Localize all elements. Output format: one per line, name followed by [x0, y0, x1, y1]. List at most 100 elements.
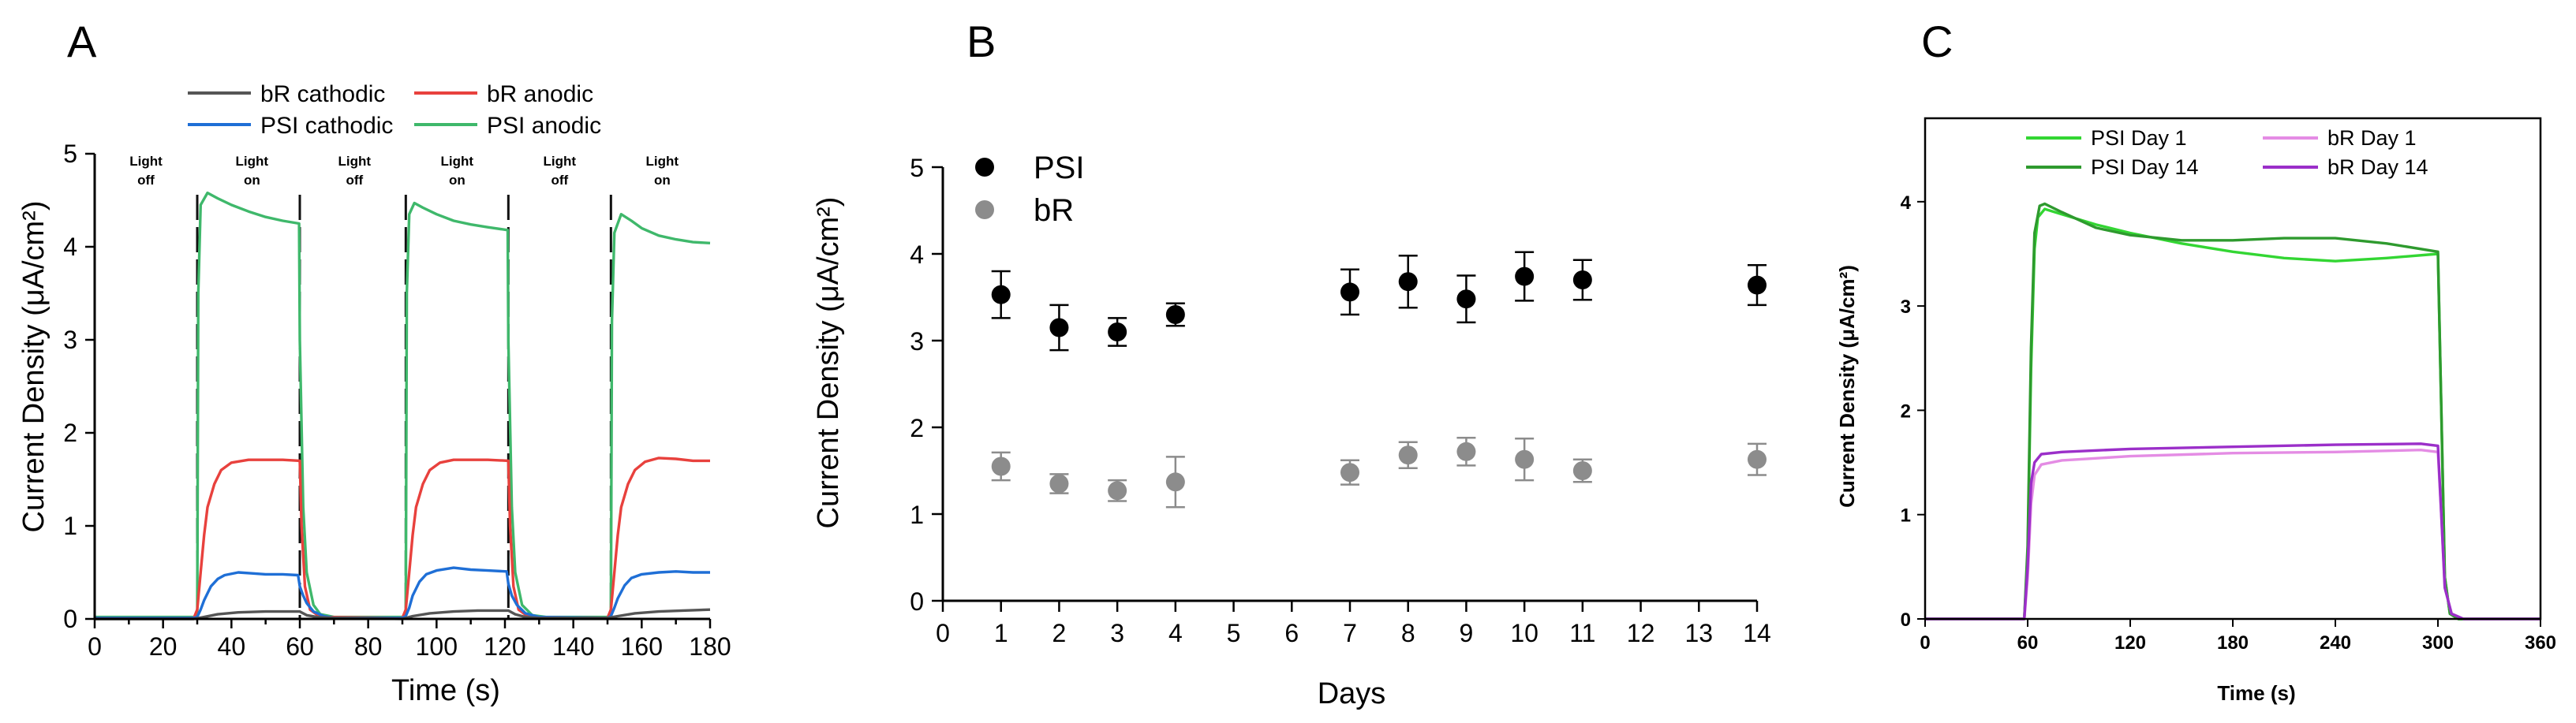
y-tick-label-4: 4 [1901, 192, 1912, 214]
series-psi-day-1 [1925, 207, 2540, 621]
x-tick-label-9: 9 [1460, 619, 1474, 647]
point-br-7 [1515, 449, 1535, 469]
series-psi-day-14 [1925, 202, 2540, 621]
x-tick-label-10: 10 [1510, 619, 1538, 647]
light-label-3: Light on [441, 154, 474, 188]
y-tick-label-4: 4 [910, 240, 924, 269]
y-tick-label-2: 2 [1901, 401, 1911, 422]
x-tick-label-40: 40 [218, 632, 246, 661]
panel-a-y-title: Current Density (μA/cm²) [17, 201, 50, 533]
point-br-1 [1049, 474, 1069, 494]
x-tick-label-120: 120 [484, 632, 525, 661]
y-tick-label-1: 1 [1901, 505, 1911, 527]
panel-b-marks [991, 251, 1767, 509]
panel-a-legend: bR cathodic bR anodic PSI cathodic PSI a… [188, 81, 601, 139]
point-br-3 [1165, 472, 1185, 492]
y-tick-label-1: 1 [910, 501, 924, 529]
legend-label-psi-day-14: PSI Day 14 [2091, 155, 2199, 179]
x-tick-label-5: 5 [1227, 619, 1241, 647]
panel-a-marks: Light off Light on Light off Light on Light off Li… [95, 154, 711, 621]
panel-a-axes: 0 20 40 60 80 100 120 140 160 180 0 1 2 3 4 5 [63, 140, 731, 661]
point-br-4 [1340, 463, 1359, 483]
panel-c-letter: C [1921, 17, 1953, 66]
x-tick-label-14: 14 [1743, 619, 1771, 647]
x-tick-label-180: 180 [689, 632, 731, 661]
x-tick-label-6: 6 [1284, 619, 1299, 647]
legend-marker-br [975, 200, 994, 219]
panel-a-letter: A [67, 17, 97, 66]
panel-c-y-title: Current Density (μA/cm²) [1835, 265, 1859, 508]
panel-b-x-title: Days [1318, 677, 1386, 710]
panel-b-y-title: Current Density (μA/cm²) [812, 197, 845, 529]
x-tick-label-120: 120 [2114, 632, 2146, 654]
panel-c-frame [1924, 117, 2542, 621]
series-br-cathodic [95, 608, 711, 621]
point-psi-2 [1108, 322, 1127, 341]
series-psi-anodic [95, 191, 711, 619]
panel-c-x-title: Time (s) [2217, 681, 2295, 705]
x-tick-label-100: 100 [416, 632, 458, 661]
x-tick-label-11: 11 [1569, 619, 1595, 647]
x-tick-label-0: 0 [1920, 632, 1930, 654]
x-tick-label-1: 1 [994, 619, 1008, 647]
y-tick-label-0: 0 [63, 605, 77, 633]
y-tick-label-0: 0 [910, 587, 924, 616]
point-psi-1 [1049, 318, 1069, 337]
x-tick-label-60: 60 [286, 632, 314, 661]
y-tick-label-5: 5 [63, 140, 77, 168]
point-psi-5 [1398, 272, 1418, 292]
panel-c-marks [1925, 202, 2540, 621]
series-br-anodic [95, 457, 710, 620]
y-tick-label-5: 5 [910, 154, 924, 182]
panel-c-legend: PSI Day 1 PSI Day 14 bR Day 1 bR Day 14 [2026, 126, 2428, 179]
light-label-2: Light off [338, 154, 372, 188]
point-br-2 [1108, 481, 1127, 501]
x-tick-label-180: 180 [2217, 632, 2249, 654]
legend-label-br-anodic: bR anodic [487, 81, 593, 107]
y-tick-label-3: 3 [1901, 296, 1911, 318]
point-psi-8 [1572, 270, 1592, 289]
x-tick-label-4: 4 [1168, 619, 1183, 647]
legend-marker-psi [975, 158, 994, 177]
panel-c-axes: 0 60 120 180 240 300 360 0 1 2 3 4 [1901, 117, 2556, 654]
y-tick-label-2: 2 [63, 419, 77, 447]
light-label-0: Light off [129, 154, 163, 188]
x-tick-label-360: 360 [2525, 632, 2556, 654]
x-tick-label-60: 60 [2017, 632, 2039, 654]
point-psi-3 [1165, 305, 1185, 324]
x-tick-label-0: 0 [936, 619, 950, 647]
x-tick-label-20: 20 [149, 632, 178, 661]
point-br-6 [1456, 442, 1476, 461]
legend-label-br-day-1: bR Day 1 [2327, 126, 2417, 150]
legend-label-br-day-14: bR Day 14 [2327, 155, 2428, 179]
legend-label-psi-cathodic: PSI cathodic [260, 113, 393, 139]
series-psi-cathodic [95, 566, 710, 620]
x-tick-label-12: 12 [1627, 619, 1655, 647]
panel-b-legend: PSI bR [975, 151, 1084, 228]
y-tick-label-0: 0 [1901, 609, 1911, 631]
x-tick-label-3: 3 [1110, 619, 1124, 647]
point-psi-6 [1456, 289, 1476, 309]
point-psi-0 [991, 285, 1011, 304]
legend-label-psi-day-1: PSI Day 1 [2091, 126, 2187, 150]
panel-c: C 0 60 120 180 240 300 360 0 1 2 3 4 PSI Day 1 PSI … [1835, 17, 2556, 705]
x-tick-label-160: 160 [621, 632, 663, 661]
light-label-5: Light on [646, 154, 679, 188]
series-br-day-14 [1925, 442, 2540, 621]
panel-b-letter: B [966, 17, 996, 66]
x-tick-label-300: 300 [2422, 632, 2454, 654]
x-tick-label-0: 0 [88, 632, 102, 661]
legend-label-psi: PSI [1034, 151, 1084, 185]
x-tick-label-240: 240 [2320, 632, 2351, 654]
point-psi-7 [1515, 266, 1535, 286]
point-br-8 [1572, 461, 1592, 480]
y-tick-label-4: 4 [63, 233, 77, 261]
legend-label-br-cathodic: bR cathodic [260, 81, 385, 107]
x-tick-label-140: 140 [552, 632, 594, 661]
legend-label-br: bR [1034, 193, 1074, 228]
x-tick-label-8: 8 [1401, 619, 1415, 647]
x-tick-label-2: 2 [1052, 619, 1067, 647]
